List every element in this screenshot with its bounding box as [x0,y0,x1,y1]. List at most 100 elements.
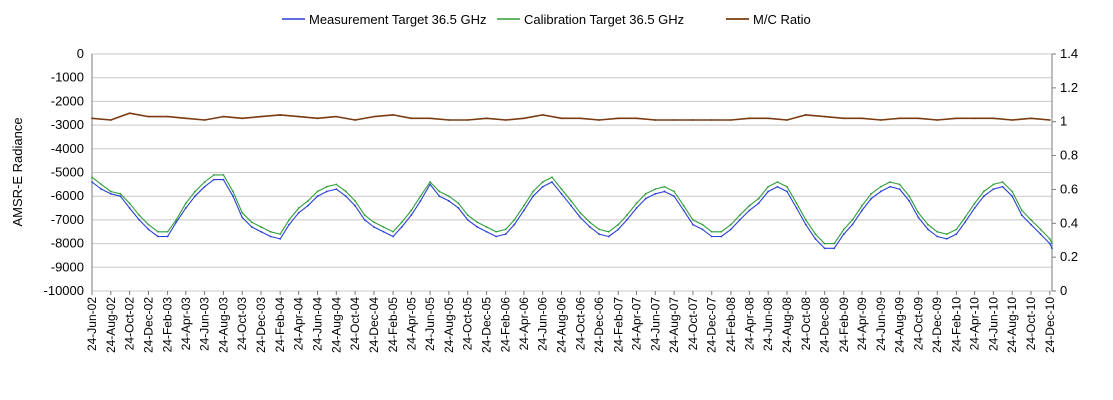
data-point [823,115,826,118]
data-point [814,237,817,240]
data-point [663,190,666,193]
series-line-1 [91,174,1053,245]
data-point [729,119,732,121]
x-tick-label: 24-Dec-03 [254,297,268,353]
x-tick-label: 24-Oct-10 [1024,297,1038,351]
y-left-tick-label: -5000 [51,165,84,180]
data-point [560,117,563,120]
data-point [861,117,863,120]
y-left-tick-label: -4000 [51,141,84,156]
data-point [541,114,544,116]
data-point [851,219,854,221]
data-point [917,216,920,219]
data-point [917,117,920,120]
data-point [1011,190,1014,193]
legend-label-mc-ratio: M/C Ratio [753,12,811,27]
data-point [260,230,262,233]
data-point [786,185,788,188]
data-point [504,228,507,231]
data-point [692,223,694,226]
data-point [269,230,272,233]
data-point [513,223,516,226]
data-point [945,237,948,240]
legend: Measurement Target 36.5 GHz Calibration … [282,12,811,27]
data-point [833,247,836,250]
data-point [720,230,723,233]
data-point [194,190,196,193]
data-point [495,235,498,238]
x-tick-label: 24-Aug-07 [667,297,681,353]
data-point [429,181,431,183]
data-point [241,211,244,214]
data-point [748,204,751,207]
data-point [870,192,873,195]
data-point [184,207,187,209]
data-point [654,192,657,195]
data-point [842,233,845,236]
data-point [551,176,553,179]
data-point [307,200,309,202]
data-point [917,211,920,214]
data-point [232,190,234,193]
data-point [814,233,817,236]
data-point [617,228,620,231]
data-point [710,119,713,121]
x-tick-label: 24-Jun-04 [311,297,325,351]
data-point [607,235,610,238]
data-point [466,119,469,121]
data-point [504,233,507,236]
data-point [992,183,995,186]
data-point [91,117,93,120]
x-axis: 24-Jun-02 24-Aug-02 24-Oct-02 24-Dec-02 24-F… [85,291,1057,353]
data-point [1020,209,1023,212]
x-tick-label: 24-Apr-09 [855,297,869,351]
data-point [776,185,779,188]
data-point [212,178,215,181]
data-point [720,235,723,238]
data-point [344,190,347,193]
x-tick-label: 24-Jun-05 [423,297,437,351]
data-point [588,226,591,228]
data-point [203,181,206,183]
data-point [644,192,647,195]
data-point [682,204,685,207]
data-point [982,190,985,193]
data-point [767,190,770,193]
data-point [879,119,882,121]
x-tick-label: 24-Oct-08 [799,297,813,351]
data-point [654,188,657,190]
data-point [992,117,995,120]
data-point [354,200,357,202]
data-point [757,202,760,205]
x-tick-label: 24-Oct-09 [911,297,925,351]
data-point [316,195,319,198]
data-point [476,226,479,228]
data-point [457,207,460,209]
data-point [654,119,657,121]
x-tick-label: 24-Feb-10 [949,297,963,353]
series-layer [91,112,1053,250]
x-tick-label: 24-Feb-09 [837,297,851,353]
gridlines [91,53,1053,292]
y-left-tick-label: -9000 [51,259,84,274]
data-point [147,115,150,118]
data-point [91,176,93,179]
data-point [588,221,591,224]
data-point [222,178,225,181]
data-point [617,223,620,226]
y-left-tick-label: -2000 [51,93,84,108]
data-point [992,188,995,190]
data-point [1030,223,1032,226]
data-point [250,226,253,228]
data-point [767,117,770,120]
y-right-tick-label: 0.4 [1060,215,1078,230]
data-point [316,190,319,193]
data-point [354,119,357,121]
data-point [419,195,422,198]
data-point [241,117,244,120]
data-point [851,223,854,226]
data-point [598,233,601,236]
x-tick-label: 24-Dec-09 [930,297,944,353]
data-point [485,230,488,233]
